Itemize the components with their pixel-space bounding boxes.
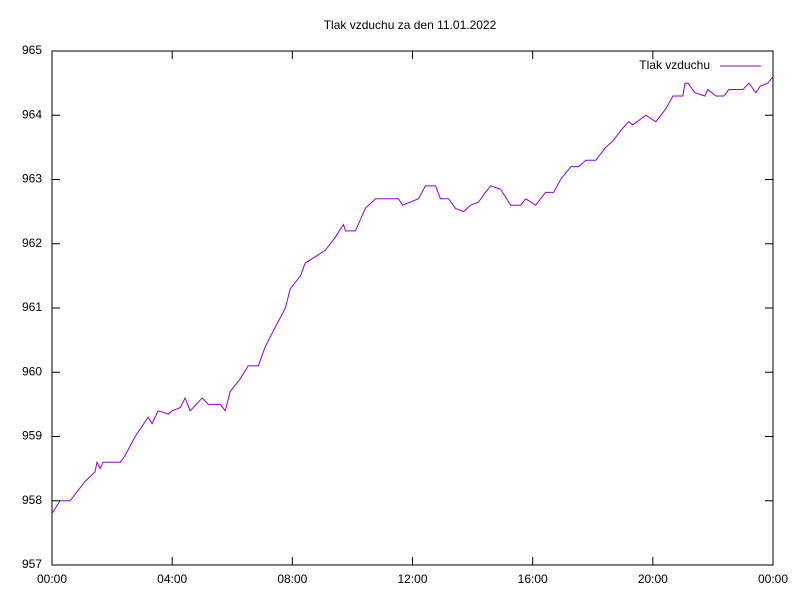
- x-tick-label: 00:00: [37, 572, 67, 586]
- y-tick-label: 964: [22, 107, 42, 121]
- data-line: [51, 76, 774, 514]
- y-tick-label: 957: [22, 557, 42, 571]
- x-tick-label: 04:00: [157, 572, 187, 586]
- y-tick-label: 962: [22, 236, 42, 250]
- x-tick-label: 00:00: [758, 572, 788, 586]
- y-tick-label: 960: [22, 364, 42, 378]
- x-tick-label: 20:00: [638, 572, 668, 586]
- legend-label: Tlak vzduchu: [639, 58, 710, 72]
- y-tick-label: 958: [22, 493, 42, 507]
- x-tick-label: 12:00: [397, 572, 427, 586]
- x-tick-label: 08:00: [277, 572, 307, 586]
- x-tick-label: 16:00: [518, 572, 548, 586]
- y-tick-label: 963: [22, 172, 42, 186]
- chart-title: Tlak vzduchu za den 11.01.2022: [324, 18, 497, 32]
- y-tick-label: 959: [22, 429, 42, 443]
- y-tick-label: 965: [22, 43, 42, 57]
- y-tick-label: 961: [22, 300, 42, 314]
